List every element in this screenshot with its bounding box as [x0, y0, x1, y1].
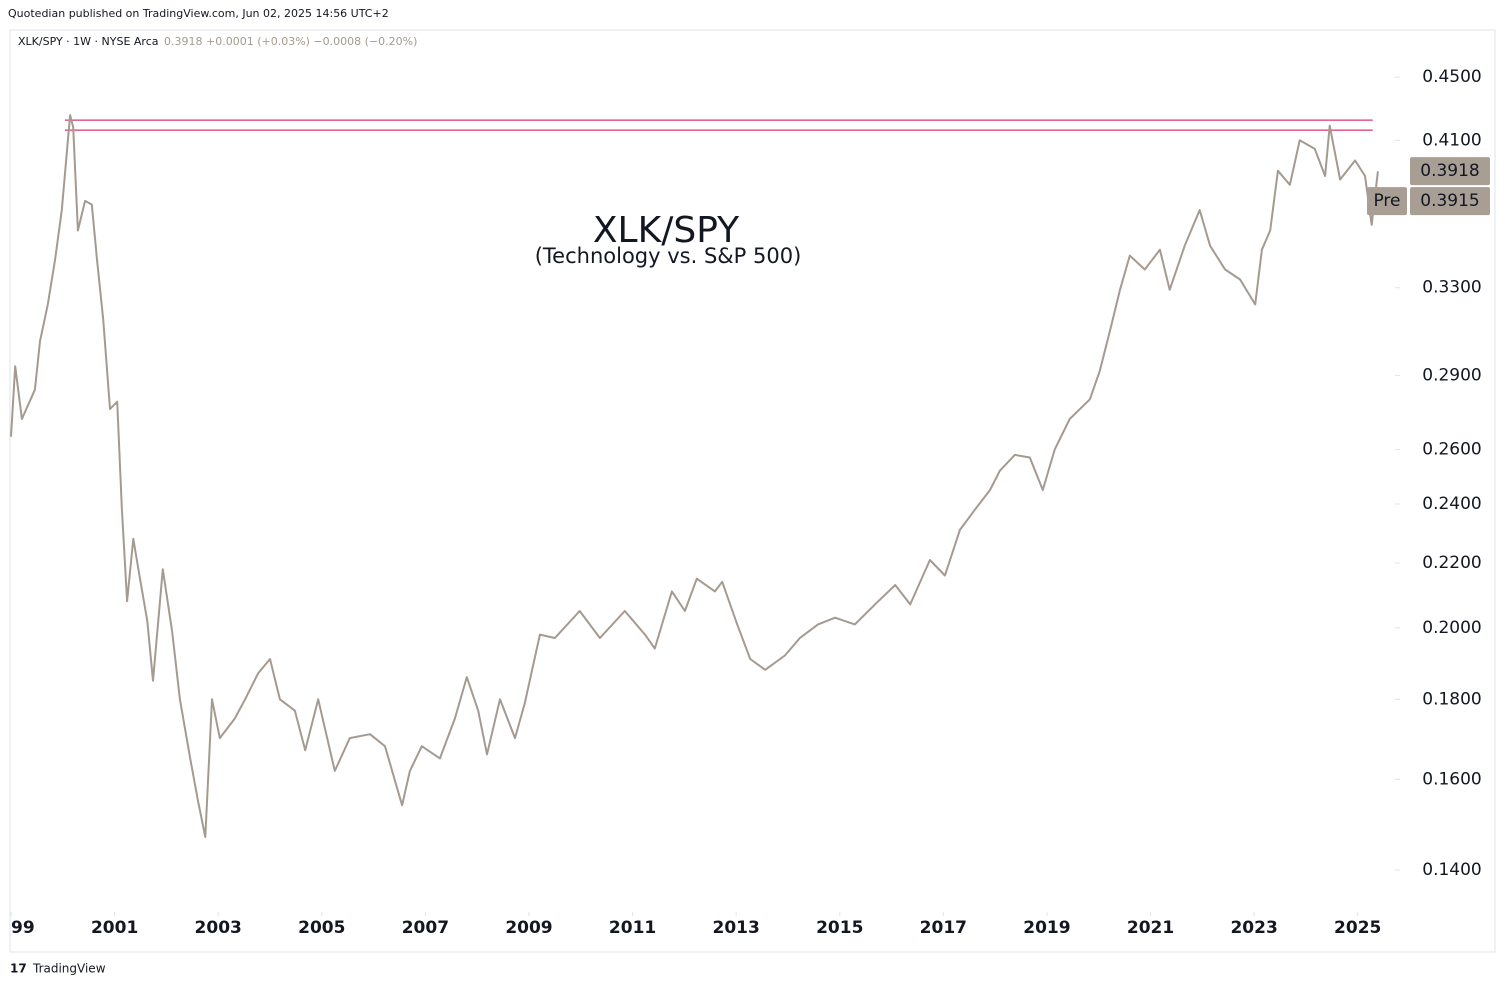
x-tick-label: 2003 — [195, 918, 242, 938]
x-tick-label: 2019 — [1023, 918, 1070, 938]
x-tick-label: 1999 — [0, 918, 35, 938]
y-tick-label: 0.2200 — [1422, 553, 1481, 573]
chart-subtitle: (Technology vs. S&P 500) — [535, 244, 802, 268]
plot — [10, 114, 1379, 838]
x-tick-label: 2015 — [816, 918, 863, 938]
y-tick-label: 0.1800 — [1422, 689, 1481, 709]
price-line — [10, 114, 1379, 838]
y-tick-label: 0.3300 — [1422, 278, 1481, 298]
x-tick-label: 2011 — [609, 918, 656, 938]
last-price-tag — [1410, 157, 1490, 186]
pre-price-label: 0.3915 — [1420, 191, 1479, 211]
y-tick-label: 0.2400 — [1422, 494, 1481, 514]
frame — [9, 29, 1496, 953]
y-tick-label: 0.2600 — [1422, 440, 1481, 460]
x-tick-label: 2017 — [920, 918, 967, 938]
x-tick-label: 2025 — [1334, 918, 1381, 938]
footer-logo: 17 TradingView — [10, 962, 106, 976]
x-axis: 1999 2001 2003 2005 2007 2009 2011 2013 2015 2017… — [0, 912, 1381, 938]
chart-title: XLK/SPY — [593, 210, 740, 251]
brand: TradingView — [32, 962, 106, 976]
y-tick-label: 0.1400 — [1422, 860, 1481, 880]
y-tick-label: 0.1600 — [1422, 769, 1481, 789]
y-tick-label: 0.4100 — [1422, 130, 1481, 150]
quote: 0.3918 +0.0001 (+0.03%) −0.0008 (−0.20%) — [164, 35, 417, 48]
x-tick-label: 2021 — [1127, 918, 1174, 938]
x-tick-label: 2005 — [298, 918, 345, 938]
y-tick-label: 0.2000 — [1422, 618, 1481, 638]
logo-mark: 17 — [10, 962, 27, 976]
x-tick-label: 2007 — [402, 918, 449, 938]
x-tick-label: 2001 — [91, 918, 138, 938]
y-tick-label: 0.4500 — [1422, 67, 1481, 87]
x-tick-label: 2023 — [1230, 918, 1277, 938]
publisher: Quotedian published on TradingView.com, … — [8, 7, 389, 20]
pre-tag — [1367, 187, 1407, 216]
symbol: XLK/SPY · 1W · NYSE Arca — [18, 35, 159, 48]
x-tick-label: 2013 — [713, 918, 760, 938]
pre-label: Pre — [1373, 191, 1400, 211]
x-tick-label: 2009 — [505, 918, 552, 938]
y-tick-label: 0.2900 — [1422, 365, 1481, 385]
last-price-label: 0.3918 — [1420, 161, 1479, 181]
pre-price-tag — [1410, 187, 1490, 216]
